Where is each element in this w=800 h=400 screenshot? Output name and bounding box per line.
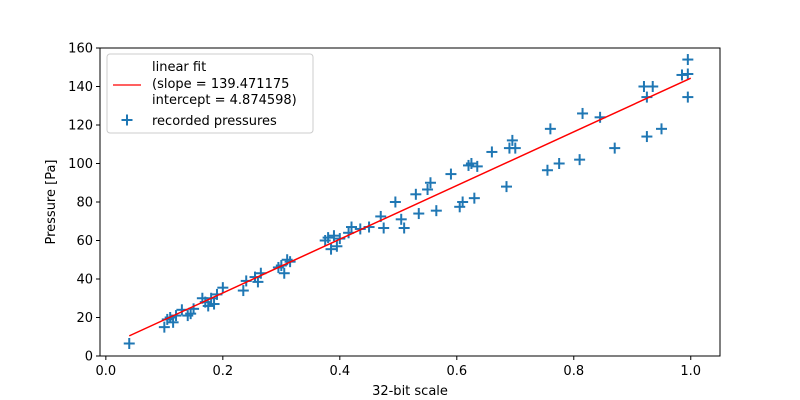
data-point	[506, 134, 518, 146]
data-point	[647, 81, 659, 92]
data-point	[328, 230, 340, 242]
legend-series-label: recorded pressures	[152, 114, 277, 129]
x-axis-label: 32-bit scale	[372, 384, 448, 399]
legend-fit-label-line-3: intercept = 4.874598)	[152, 93, 297, 108]
data-point	[378, 222, 390, 234]
legend-box	[106, 53, 314, 134]
y-axis-label: Pressure [Pa]	[44, 159, 59, 244]
data-point	[471, 160, 483, 172]
data-point	[574, 154, 586, 166]
y-tick-label: 20	[76, 311, 93, 326]
data-point	[422, 183, 434, 195]
legend-fit-label-line-2: (slope = 139.471175	[152, 77, 289, 92]
y-tick-label: 40	[76, 273, 93, 288]
data-point	[457, 196, 469, 208]
data-point	[217, 282, 229, 294]
data-point	[682, 68, 694, 80]
x-tick-label: 0.2	[212, 364, 233, 379]
data-point	[208, 298, 220, 310]
data-point	[577, 107, 589, 119]
y-tick-label: 80	[76, 196, 93, 211]
data-point	[541, 164, 553, 176]
y-tick-label: 160	[68, 42, 93, 57]
x-tick-label: 0.8	[563, 364, 584, 379]
data-point	[389, 196, 401, 208]
data-point	[656, 123, 668, 135]
x-tick-label: 0.6	[446, 364, 467, 379]
legend-fit-label-line-1: linear fit	[152, 60, 206, 75]
data-point	[544, 123, 556, 135]
x-axis: 0.0 0.2 0.4 0.6 0.8 1.0	[96, 356, 701, 379]
data-point	[123, 337, 135, 349]
x-tick-label: 0.0	[96, 364, 117, 379]
data-point	[167, 316, 179, 328]
data-point	[325, 243, 337, 255]
data-point	[395, 213, 407, 225]
data-point	[346, 221, 358, 233]
y-tick-label: 100	[68, 157, 93, 172]
data-point	[202, 300, 214, 312]
data-point	[398, 222, 410, 234]
data-point	[237, 285, 249, 297]
data-point	[430, 205, 442, 217]
x-tick-label: 1.0	[680, 364, 701, 379]
y-axis: 0 20 40 60 80 100 120 140 160	[68, 42, 100, 365]
y-tick-label: 0	[85, 350, 93, 365]
y-tick-label: 120	[68, 119, 93, 134]
data-point	[465, 158, 477, 169]
y-tick-label: 60	[76, 234, 93, 249]
data-point	[553, 158, 565, 169]
legend-marker-swatch	[121, 114, 133, 126]
data-point	[252, 276, 264, 288]
data-point	[445, 168, 457, 180]
fit-line	[128, 77, 692, 337]
data-point	[486, 146, 498, 158]
y-tick-label: 140	[68, 80, 93, 95]
data-point	[322, 232, 334, 244]
data-point	[424, 177, 436, 189]
data-point	[682, 54, 694, 66]
legend: linear fit (slope = 139.471175 intercept…	[106, 53, 314, 134]
data-point	[609, 142, 621, 154]
data-point	[158, 321, 170, 333]
data-point	[468, 192, 480, 204]
data-point	[413, 208, 425, 220]
data-point	[641, 131, 653, 143]
data-point	[331, 240, 343, 252]
x-tick-label: 0.4	[329, 364, 350, 379]
data-point	[682, 91, 694, 103]
data-point	[410, 188, 422, 200]
fit-layer	[128, 77, 692, 337]
data-point	[501, 181, 513, 193]
data-point	[509, 142, 521, 154]
data-point	[278, 267, 290, 279]
